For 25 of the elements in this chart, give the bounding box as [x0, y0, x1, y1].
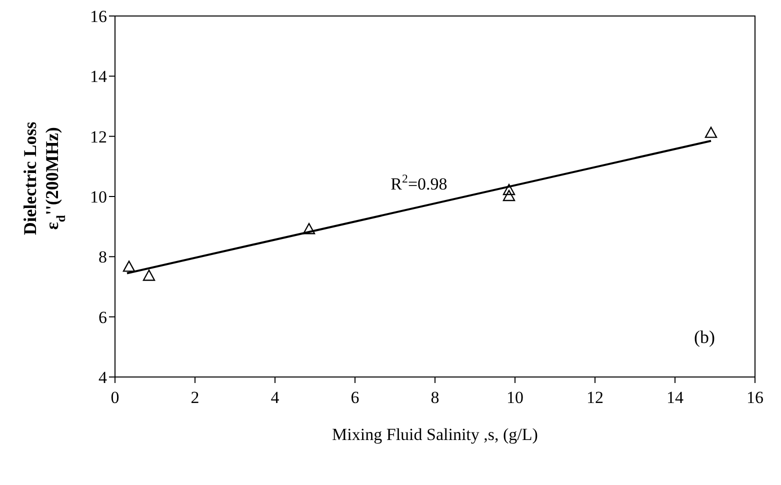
- point: [704, 126, 718, 138]
- y-tick-label: 10: [90, 188, 107, 207]
- annotation: R$^{2}$=0.98: [390, 171, 448, 194]
- x-axis-title: Mixing Fluid Salinity ,s, (g/L): [332, 425, 538, 444]
- x-tick-label: 2: [190, 388, 200, 408]
- x-tick-label: 14: [666, 388, 684, 408]
- y-tick-label: 16: [90, 7, 107, 26]
- point: [142, 270, 156, 281]
- y-tick-label: 8: [98, 248, 107, 267]
- point: [302, 222, 316, 234]
- x-tick-label: 16: [746, 388, 764, 408]
- x-tick-label: 0: [110, 388, 120, 408]
- point: [502, 190, 516, 202]
- point: [502, 184, 516, 196]
- y-tick-label: 4: [98, 368, 108, 388]
- x-tick-label: 8: [430, 388, 440, 408]
- y-tick-label: 12: [90, 127, 107, 146]
- y-tick-label: 14: [90, 67, 108, 86]
- x-tick-label: 4: [270, 388, 280, 408]
- annotation: (b): [694, 327, 715, 347]
- x-tick-label: 10: [506, 388, 524, 408]
- y-tick-label: 6: [98, 308, 107, 327]
- x-tick-label: 12: [586, 388, 604, 408]
- point: [122, 260, 136, 272]
- x-tick-label: 6: [350, 388, 360, 408]
